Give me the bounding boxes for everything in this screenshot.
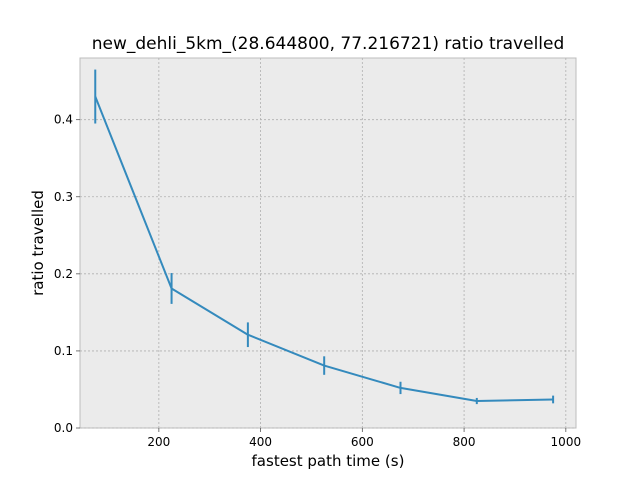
y-tick-label: 0.0 — [54, 421, 73, 435]
x-axis-ticks: 200 400 600 800 1000 — [147, 428, 581, 449]
x-axis-label: fastest path time (s) — [252, 452, 405, 470]
x-tick-label: 800 — [453, 435, 476, 449]
y-tick-label: 0.2 — [54, 267, 73, 281]
x-tick-label: 200 — [147, 435, 170, 449]
y-axis-label: ratio travelled — [29, 190, 47, 296]
y-axis-ticks: 0.0 0.1 0.2 0.3 0.4 — [54, 113, 80, 435]
x-tick-label: 1000 — [551, 435, 582, 449]
x-tick-label: 600 — [351, 435, 374, 449]
series — [94, 69, 555, 405]
y-tick-label: 0.1 — [54, 344, 73, 358]
y-tick-label: 0.3 — [54, 190, 73, 204]
x-tick-label: 400 — [249, 435, 272, 449]
grid — [80, 58, 576, 429]
chart-title: new_dehli_5km_(28.644800, 77.216721) rat… — [92, 34, 565, 54]
y-tick-label: 0.4 — [54, 113, 73, 127]
